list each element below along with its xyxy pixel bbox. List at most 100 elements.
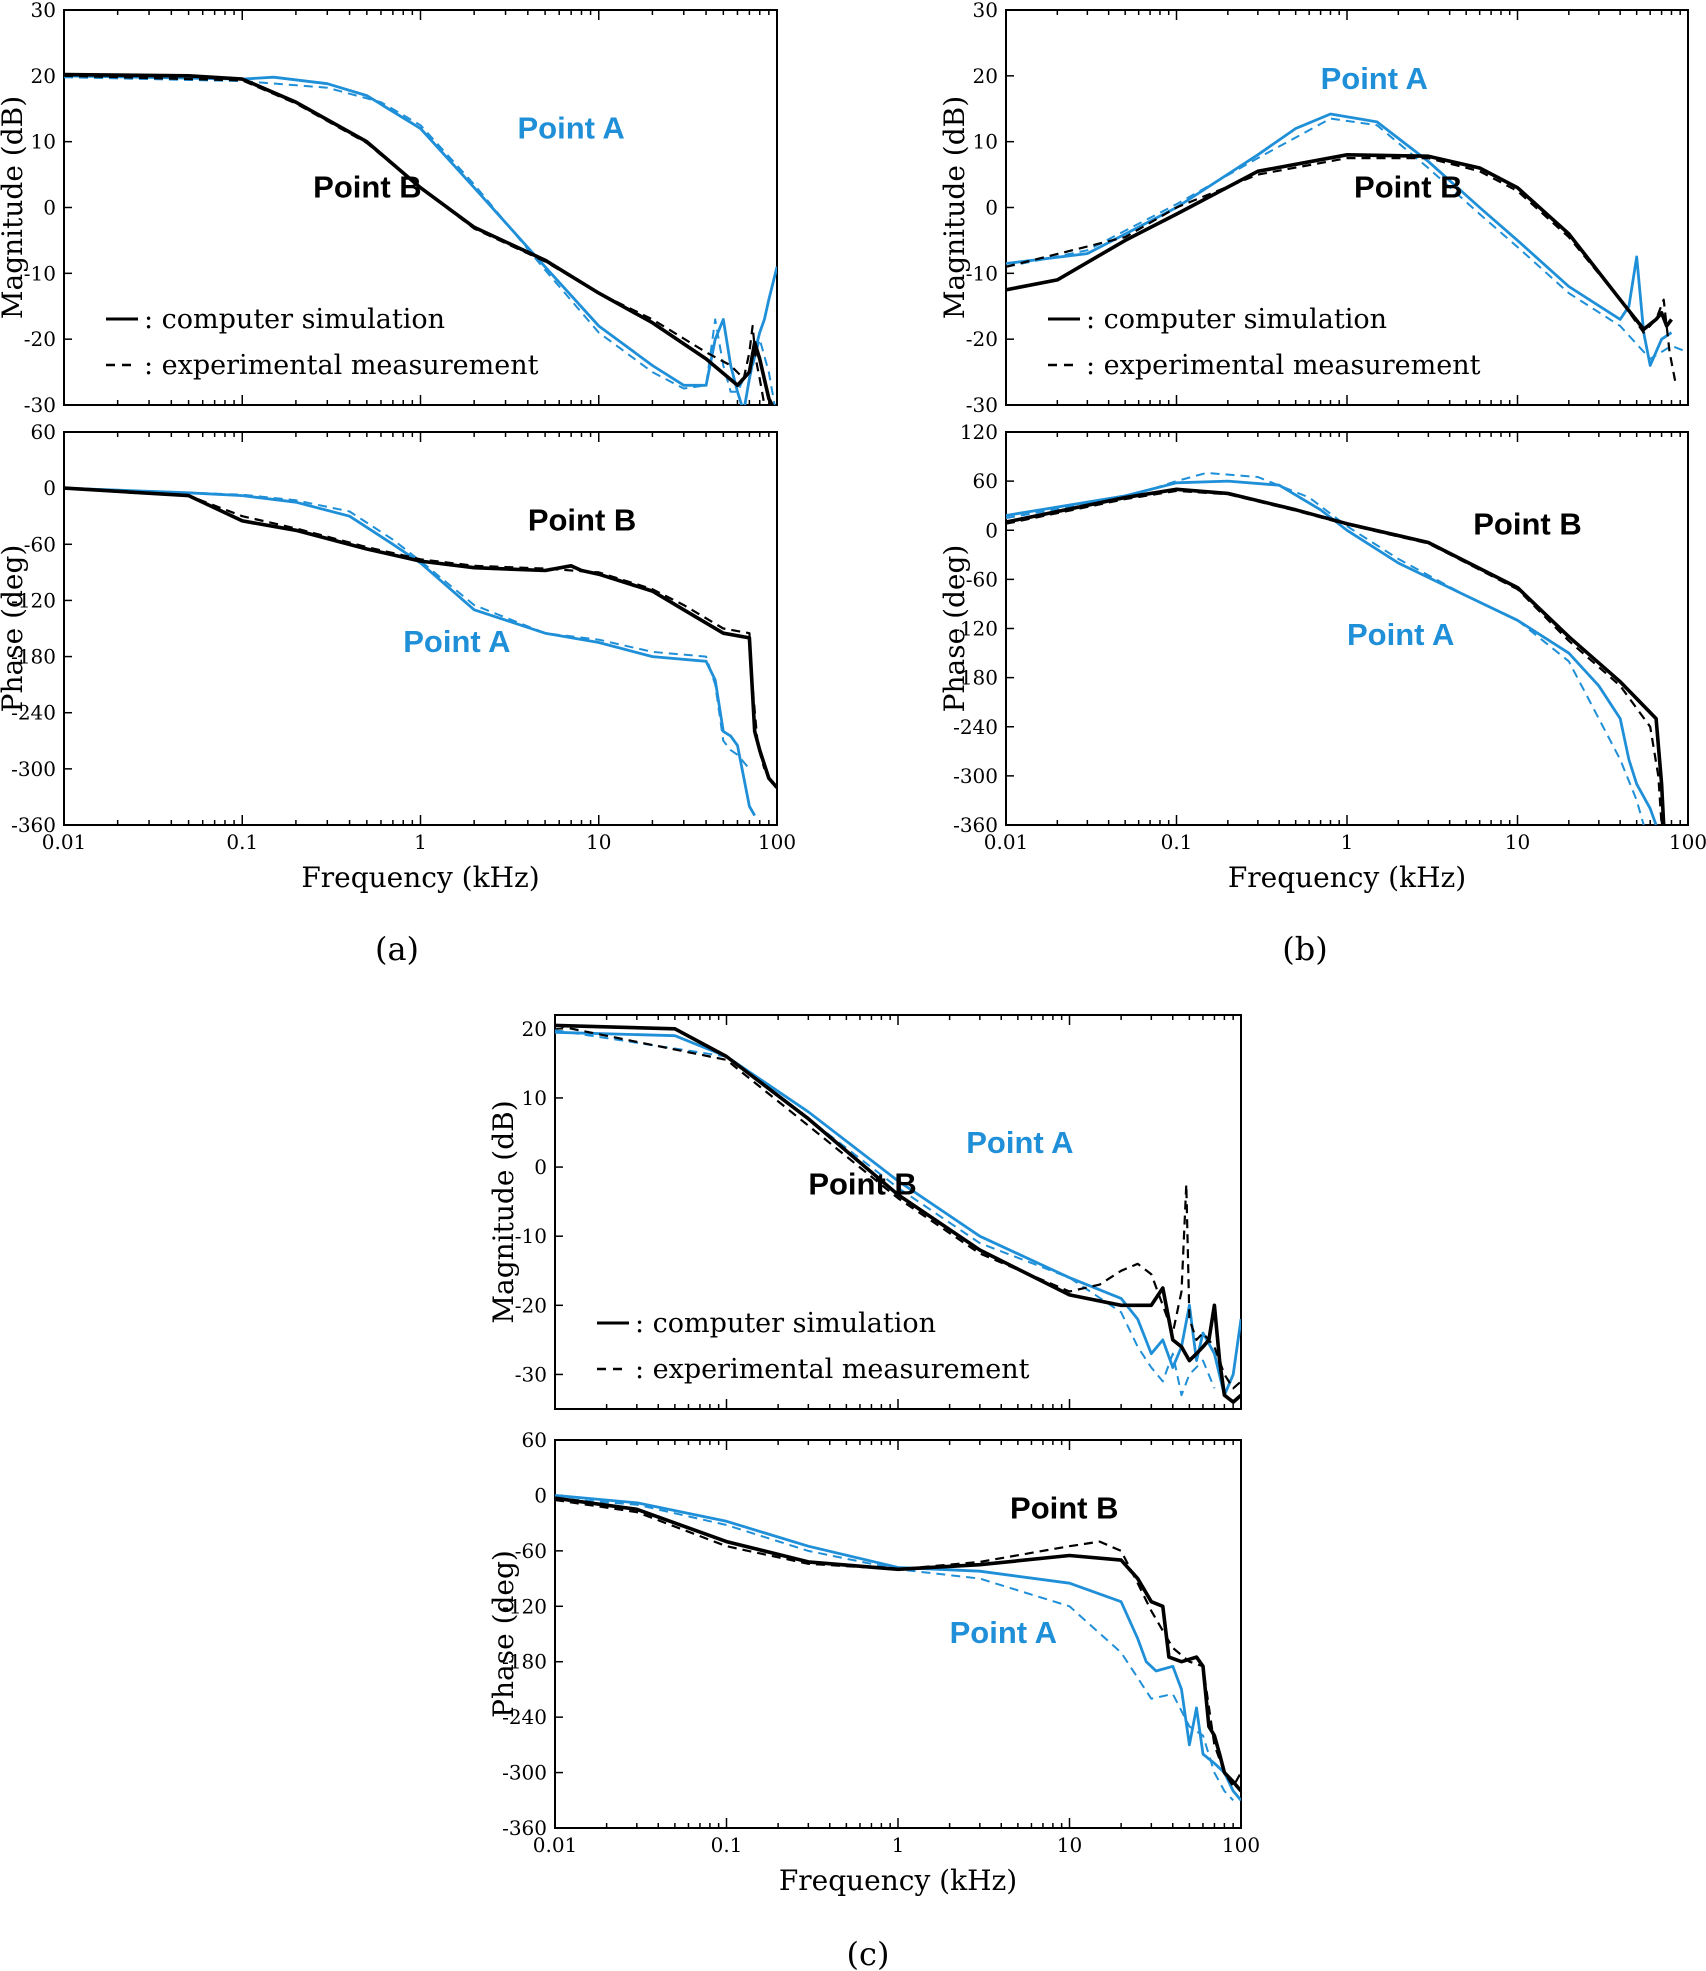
chart-2-legend: : computer simulation: experimental meas… — [597, 1308, 1030, 1385]
y-axis-label: Phase (deg) — [0, 545, 29, 713]
y-tick-label: -120 — [502, 1594, 547, 1618]
y-tick-label: -120 — [11, 588, 56, 612]
series-line-point-b-simulation — [1006, 487, 1666, 825]
legend-dashed-label: : experimental measurement — [1086, 350, 1481, 381]
x-tick-label: 100 — [1222, 1833, 1260, 1857]
y-axis-label: Magnitude (dB) — [487, 1100, 520, 1323]
point-a-label: Point A — [517, 110, 624, 145]
chart-1-legend: : computer simulation : experimental meas… — [1048, 304, 1481, 381]
y-tick-label: -180 — [502, 1650, 547, 1674]
y-tick-label: -300 — [502, 1761, 547, 1785]
x-tick-label: 0.01 — [533, 1833, 578, 1857]
magnitude-plot-frame — [63, 9, 778, 406]
y-tick-label: 20 — [522, 1017, 547, 1041]
series-line-point-a-measurement — [64, 76, 776, 405]
chart-2-caption: (c) — [847, 1935, 890, 1971]
y-tick-label: -30 — [515, 1362, 547, 1386]
x-tick-label: 1 — [892, 1833, 905, 1857]
chart-1-caption: (b) — [1282, 930, 1327, 968]
x-tick-label: 100 — [758, 830, 796, 854]
y-axis-label: Phase (deg) — [487, 1550, 520, 1718]
x-tick-label: 1 — [414, 830, 427, 854]
y-tick-label: 10 — [31, 130, 56, 154]
y-axis-label: Phase (deg) — [938, 545, 971, 713]
point-b-label: Point B — [313, 170, 422, 205]
chart-0-caption: (a) — [375, 930, 419, 968]
chart-2-magnitude-plot: 20 10 0 -10 -20 -30 Magnitude (dB) Point A Point… — [487, 1014, 1242, 1410]
series-group — [64, 72, 777, 405]
chart-2-phase-plot: 0.01 0.1 1 10 100 60 0 -60 -120 -180 -240 -300 -360 P… — [487, 1428, 1260, 1857]
series-group — [555, 1023, 1241, 1404]
series-group — [1006, 112, 1688, 386]
legend-dashed-label: : experimental measurement — [144, 350, 539, 381]
chart-1-phase-plot: 0.01 0.1 1 10 100 120 60 0 -60 -120 -180 -240 -300 -3… — [938, 420, 1706, 854]
x-tick-label: 100 — [1669, 830, 1706, 854]
y-tick-label: -20 — [24, 327, 56, 351]
y-tick-label: -60 — [966, 567, 998, 591]
y-axis-label: Magnitude (dB) — [0, 96, 29, 319]
y-tick-label: -300 — [11, 757, 56, 781]
y-tick-label: -10 — [24, 261, 56, 285]
series-group — [64, 486, 777, 817]
y-tick-label: 0 — [985, 196, 998, 220]
y-tick-label: -20 — [966, 327, 998, 351]
legend-dashed-label: : experimental measurement — [635, 1354, 1030, 1385]
y-tick-label: 10 — [522, 1086, 547, 1110]
y-tick-label: 10 — [973, 130, 998, 154]
magnitude-plot-frame — [554, 1014, 1242, 1410]
series-line-point-b-simulation — [1006, 153, 1673, 332]
series-line-point-a-measurement — [555, 1497, 1234, 1801]
series-line-point-a-simulation — [64, 486, 756, 817]
y-tick-label: -300 — [953, 764, 998, 788]
y-tick-label: 20 — [31, 64, 56, 88]
point-b-label: Point B — [1473, 506, 1582, 541]
y-tick-label: -60 — [24, 532, 56, 556]
series-line-point-a-simulation — [1006, 112, 1673, 367]
series-line-point-a-measurement — [64, 487, 751, 770]
point-b-label: Point B — [528, 502, 637, 537]
series-line-point-a-simulation — [555, 1030, 1241, 1397]
x-tick-label: 0.1 — [1161, 830, 1193, 854]
series-line-point-a-measurement — [1006, 471, 1645, 825]
y-tick-label: -60 — [515, 1539, 547, 1563]
series-line-point-a-simulation — [555, 1494, 1241, 1802]
x-tick-label: 10 — [1505, 830, 1530, 854]
chart-0-magnitude-plot: 30 20 10 0 -10 -20 -30 Magnitude (dB) Point A Poi… — [0, 0, 778, 417]
chart-0-x-axis-label: Frequency (kHz) — [301, 861, 539, 894]
point-b-label: Point B — [808, 1167, 917, 1202]
y-tick-label: 0 — [43, 476, 56, 500]
y-tick-label: -360 — [502, 1816, 547, 1840]
x-tick-label: 0.1 — [226, 830, 258, 854]
point-a-label: Point A — [1321, 61, 1428, 96]
point-a-label: Point A — [1347, 617, 1454, 652]
series-line-point-b-measurement — [555, 1024, 1241, 1390]
x-tick-label: 0.1 — [711, 1833, 743, 1857]
series-line-point-a-measurement — [555, 1029, 1216, 1397]
y-tick-label: -180 — [11, 645, 56, 669]
y-tick-label: 0 — [534, 1155, 547, 1179]
x-tick-label: 1 — [1341, 830, 1354, 854]
y-axis-label: Magnitude (dB) — [938, 96, 971, 319]
x-tick-label: 0.01 — [42, 830, 87, 854]
y-tick-label: 20 — [973, 64, 998, 88]
y-tick-label: -120 — [953, 617, 998, 641]
series-line-point-b-measurement — [64, 487, 766, 770]
chart-0-phase-plot: 0.01 0.1 1 10 100 60 0 -60 -120 -180 -240 -300 -360 P… — [0, 420, 796, 854]
series-line-point-b-measurement — [64, 74, 766, 405]
y-tick-label: -180 — [953, 666, 998, 690]
y-tick-label: -240 — [953, 715, 998, 739]
series-group — [555, 1494, 1241, 1802]
phase-plot-frame — [554, 1439, 1242, 1829]
y-tick-label: 120 — [960, 420, 998, 444]
legend-solid-label: : computer simulation — [1086, 304, 1387, 335]
series-line-point-b-measurement — [1006, 157, 1678, 386]
y-tick-label: -20 — [515, 1293, 547, 1317]
x-tick-label: 0.01 — [984, 830, 1029, 854]
point-a-label: Point A — [403, 624, 510, 659]
y-tick-label: -30 — [966, 393, 998, 417]
chart-1-x-axis-label: Frequency (kHz) — [1228, 861, 1466, 894]
series-line-point-b-measurement — [1006, 489, 1663, 825]
y-tick-label: -360 — [11, 813, 56, 837]
y-tick-label: 60 — [31, 420, 56, 444]
series-line-point-b-simulation — [555, 1496, 1241, 1793]
